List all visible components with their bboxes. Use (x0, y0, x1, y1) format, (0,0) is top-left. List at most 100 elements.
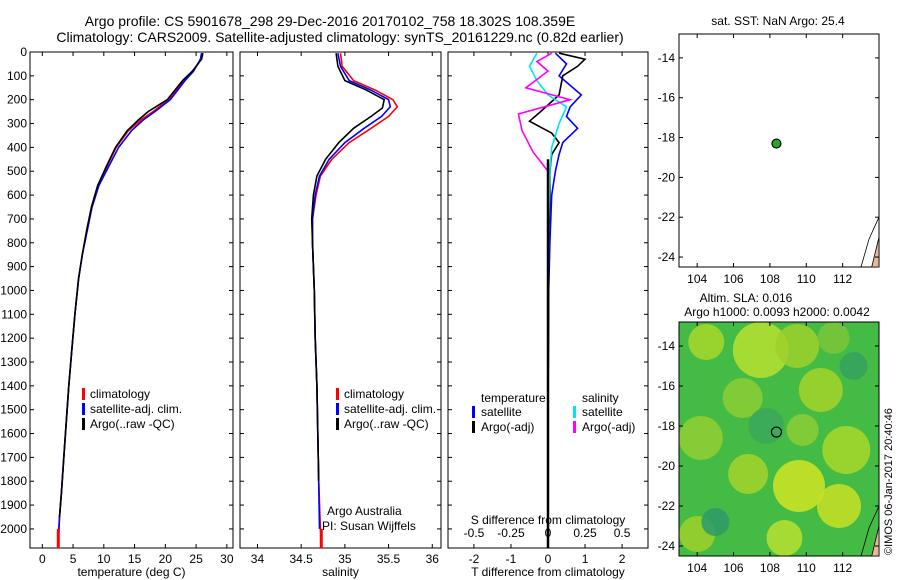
sla-field-patch (839, 352, 868, 380)
sla-field-patch (775, 324, 820, 368)
legend-label: satellite-adj. clim. (344, 402, 436, 416)
x-tick-label: -1 (506, 552, 517, 566)
x-tick-label: 15 (128, 552, 142, 566)
plot-frame (239, 51, 442, 549)
top-tick-label: -0.25 (497, 526, 525, 540)
y-tick-label: 700 (7, 212, 27, 226)
sla-field-patch (722, 378, 763, 418)
map-frame (678, 33, 880, 268)
argo-australia-label: Argo Australia (327, 504, 402, 518)
x-axis-label: T difference from climatology (471, 565, 625, 579)
plot-frame (29, 51, 234, 549)
series-line-satellite-adj-clim (311, 53, 392, 529)
sla-map: 104 106 108 110 112 -14 -16 -18 -20 -22 -24 (658, 321, 880, 575)
x-tick-label: 108 (760, 561, 780, 575)
x-tick-label: 110 (797, 272, 816, 286)
imos-credit: ©IMOS 06-Jan-2017 20:40:46 (883, 408, 895, 555)
y-tick-label: -22 (658, 499, 676, 513)
legend-swatch (472, 421, 475, 433)
x-tick-label: 20 (159, 552, 173, 566)
x-tick-label: 106 (724, 272, 744, 286)
x-tick-label: 106 (724, 561, 744, 575)
float-marker (770, 426, 783, 438)
sla-title-line2: Argo h1000: 0.0093 h2000: 0.0042 (684, 305, 870, 319)
series-line-climatology (311, 53, 399, 541)
legend-label: satellite-adj. clim. (90, 402, 182, 416)
x-tick-label: 108 (760, 272, 780, 286)
x-tick-label: -2 (469, 552, 480, 566)
legend-swatch (82, 403, 85, 415)
profile-title: Argo profile: CS 5901678_298 29-Dec-2016… (85, 13, 575, 29)
map-frame (678, 321, 880, 557)
salinity-plot: 34 34.5 35 35.5 36 salinity climatologysatelli… (239, 51, 442, 579)
x-tick-label: 10 (97, 552, 111, 566)
sla-field-patch (688, 324, 725, 360)
y-tick-label: -22 (658, 210, 676, 224)
series-line-temperature-argo-adj (528, 52, 587, 529)
sla-field-patch (766, 520, 803, 556)
legend-heading-temperature: temperature (481, 391, 546, 405)
legend-swatch (82, 388, 85, 400)
y-tick-label: 1700 (0, 450, 27, 464)
y-tick-label: -16 (658, 379, 676, 393)
legend-swatch (472, 406, 475, 418)
x-tick-label: 110 (797, 561, 816, 575)
legend-label: climatology (344, 387, 404, 401)
y-tick-label: 1900 (0, 498, 27, 512)
x-tick-label: 2 (619, 552, 626, 566)
y-tick-label: -14 (658, 51, 676, 65)
y-tick-label: -18 (658, 419, 676, 433)
sla-field-patch (822, 426, 871, 474)
legend-swatch (336, 403, 339, 415)
legend-label: Argo(..raw -QC) (90, 417, 175, 431)
legend-swatch (82, 418, 85, 430)
y-tick-label: 0 (20, 45, 27, 59)
sla-field-patch (817, 484, 861, 528)
sla-field-patch (773, 460, 825, 512)
top-tick-label: 0.25 (573, 526, 597, 540)
y-tick-label: -16 (658, 91, 676, 105)
x-tick-label: 104 (687, 272, 707, 286)
y-tick-label: 1400 (0, 379, 27, 393)
legend-swatch (573, 406, 576, 418)
sla-title-line1: Altim. SLA: 0.016 (700, 291, 793, 305)
y-tick-label: -14 (658, 339, 676, 353)
coastline (860, 216, 880, 268)
series-line-temperature-satellite (547, 52, 583, 529)
y-tick-label: -20 (658, 170, 676, 184)
x-axis-label: salinity (322, 565, 359, 579)
top-tick-label: -0.5 (464, 526, 485, 540)
bottom-marker (56, 528, 60, 548)
x-tick-label: 112 (833, 272, 852, 286)
series-line-climatology (57, 53, 203, 541)
y-tick-label: 800 (7, 236, 27, 250)
x-tick-label: 35 (338, 552, 352, 566)
climatology-title: Climatology: CARS2009. Satellite-adjuste… (56, 29, 623, 45)
sla-field-patch (728, 454, 769, 494)
x-tick-label: 35.5 (377, 552, 401, 566)
y-tick-label: -24 (658, 250, 676, 264)
y-tick-label: 1300 (0, 355, 27, 369)
y-tick-label: 1100 (1, 307, 27, 321)
sla-field-patch (798, 368, 843, 412)
legend-swatch (573, 421, 576, 433)
y-tick-label: 300 (7, 117, 27, 131)
y-tick-label: 200 (7, 93, 27, 107)
series-line-argo-raw-qc (58, 53, 204, 518)
legend-label: satellite (481, 405, 522, 419)
sla-field-patch (701, 508, 730, 536)
y-tick-label: 400 (7, 140, 27, 154)
x-tick-label: 0 (39, 552, 46, 566)
legend-label: Argo(-adj) (582, 420, 635, 434)
sla-field-patch (817, 322, 850, 354)
land-patch (871, 525, 880, 557)
land-patch (871, 236, 880, 268)
temperature-plot: 0100200300400500600700800900100011001200… (0, 45, 234, 579)
y-tick-label: 100 (7, 69, 27, 83)
x-tick-label: 25 (189, 552, 203, 566)
legend-heading-salinity: salinity (582, 391, 619, 405)
x-tick-label: 0 (545, 552, 552, 566)
bottom-marker (319, 528, 323, 548)
series-line-satellite-adj-clim (57, 53, 203, 541)
